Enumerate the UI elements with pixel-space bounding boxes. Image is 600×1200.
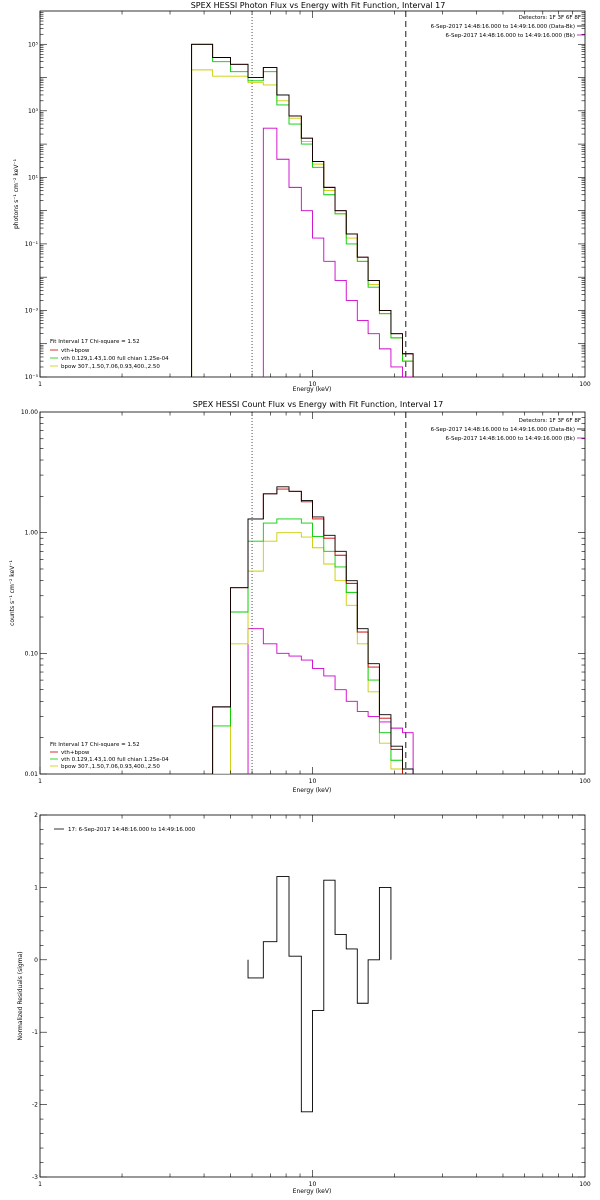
count-interval-bk-label: 6-Sep-2017 14:48:16.000 to 14:49:16.000 …: [446, 436, 576, 442]
residuals-legend-label: 17: 6-Sep-2017 14:48:16.000 to 14:49:16.…: [68, 827, 196, 833]
photon-ytick-label: 10⁻³: [25, 307, 39, 314]
count-plot-frame: [39, 411, 586, 775]
count-series-group: [212, 412, 414, 774]
count-fit-interval-label: Fit Interval 17 Chi-square = 1.52: [50, 742, 140, 748]
count-bpow-params-label: bpow 307.,1.50,7.06,0.93,400.,2.50: [61, 764, 160, 770]
residuals-series-17: [247, 876, 392, 1113]
residuals-x-axis-label: Energy (keV): [293, 1188, 332, 1195]
photon-series-bpow: [191, 69, 414, 377]
residuals-panel: 1 10 100 -3 -2 -1 0 1 2 17: 6-Sep-2017 14:48:16.…: [17, 812, 591, 1195]
count-series-vth: [212, 518, 414, 774]
photon-xtick-label: 1: [38, 381, 42, 388]
count-series-data: [212, 486, 414, 774]
residuals-ytick-label: 1: [34, 884, 38, 891]
count-y-axis-label: counts s⁻¹ cm⁻² keV⁻¹: [9, 560, 16, 626]
residuals-xtick-label: 100: [579, 1181, 591, 1188]
count-flux-panel: SPEX HESSI Count Flux vs Energy with Fit…: [9, 400, 591, 794]
count-ytick-label: 1.00: [25, 530, 39, 537]
photon-fit-function-label: vth+bpow: [61, 348, 90, 354]
count-axes: 1 10 100 0.01 0.10 1.00 10.00: [21, 409, 591, 785]
photon-detectors-label: Detectors: 1F 3F 6F 8F: [519, 15, 581, 21]
photon-xtick-label: 10: [309, 381, 317, 388]
photon-axes: 1 10 100 10⁻⁵ 10⁻³ 10⁻¹ 10¹ 10³ 10⁵: [25, 11, 591, 388]
photon-fit-interval-label: Fit Interval 17 Chi-square = 1.52: [50, 339, 140, 345]
residuals-plot-frame: [39, 814, 586, 1178]
photon-vth-params-label: vth 0.129,1.43,1.00 full chian 1.25e-04: [61, 356, 169, 362]
residuals-ytick-label: -3: [32, 1174, 38, 1181]
photon-series-bk: [262, 127, 414, 377]
count-detectors-label: Detectors: 1F 3F 6F 8F: [519, 418, 581, 424]
photon-flux-panel: SPEX HESSI Photon Flux vs Energy with Fi…: [13, 1, 591, 393]
count-xtick-label: 10: [309, 778, 317, 785]
count-series-bpow: [212, 532, 414, 774]
residuals-ytick-label: -2: [32, 1102, 38, 1109]
residuals-ytick-label: 2: [34, 812, 38, 819]
photon-bpow-params-label: bpow 307.,1.50,7.06,0.93,400.,2.50: [61, 364, 160, 370]
photon-ytick-label: 10¹: [28, 174, 39, 181]
count-chart-title: SPEX HESSI Count Flux vs Energy with Fit…: [193, 400, 444, 409]
photon-series-vth: [191, 43, 414, 377]
photon-series-group: [191, 11, 414, 377]
count-interval-data-label: 6-Sep-2017 14:48:16.000 to 14:49:16.000 …: [431, 427, 575, 433]
residuals-y-axis-label: Normalized Residuals (sigma): [17, 951, 24, 1040]
count-xtick-label: 100: [579, 778, 591, 785]
count-xtick-label: 1: [38, 778, 42, 785]
photon-ytick-label: 10³: [28, 108, 39, 115]
count-fit-function-label: vth+bpow: [61, 750, 90, 756]
residuals-ytick-label: 0: [34, 957, 38, 964]
photon-chart-title: SPEX HESSI Photon Flux vs Energy with Fi…: [191, 1, 446, 10]
photon-x-axis-label: Energy (keV): [293, 386, 332, 393]
photon-ytick-label: 10⁻¹: [25, 241, 39, 248]
photon-xtick-label: 100: [579, 381, 591, 388]
count-ytick-label: 10.00: [21, 409, 38, 416]
photon-interval-bk-label: 6-Sep-2017 14:48:16.000 to 14:49:16.000 …: [446, 33, 576, 39]
photon-ytick-label: 10⁵: [28, 41, 39, 48]
count-ytick-label: 0.01: [25, 771, 39, 778]
count-series-bk: [247, 628, 414, 774]
count-x-axis-label: Energy (keV): [293, 787, 332, 794]
residuals-ytick-label: -1: [32, 1029, 38, 1036]
photon-series-data: [191, 43, 414, 377]
photon-ytick-label: 10⁻⁵: [25, 374, 39, 381]
residuals-xtick-label: 1: [38, 1181, 42, 1188]
count-ytick-label: 0.10: [25, 650, 39, 657]
photon-plot-frame: [39, 10, 586, 378]
residuals-axes: 1 10 100 -3 -2 -1 0 1 2: [32, 812, 591, 1188]
photon-y-axis-label: photons s⁻¹ cm⁻² keV⁻¹: [13, 158, 20, 229]
count-vth-params-label: vth 0.129,1.43,1.00 full chian 1.25e-04: [61, 757, 169, 763]
residuals-series-group: [247, 876, 392, 1113]
photon-interval-data-label: 6-Sep-2017 14:48:16.000 to 14:49:16.000 …: [431, 24, 575, 30]
residuals-xtick-label: 10: [309, 1181, 317, 1188]
